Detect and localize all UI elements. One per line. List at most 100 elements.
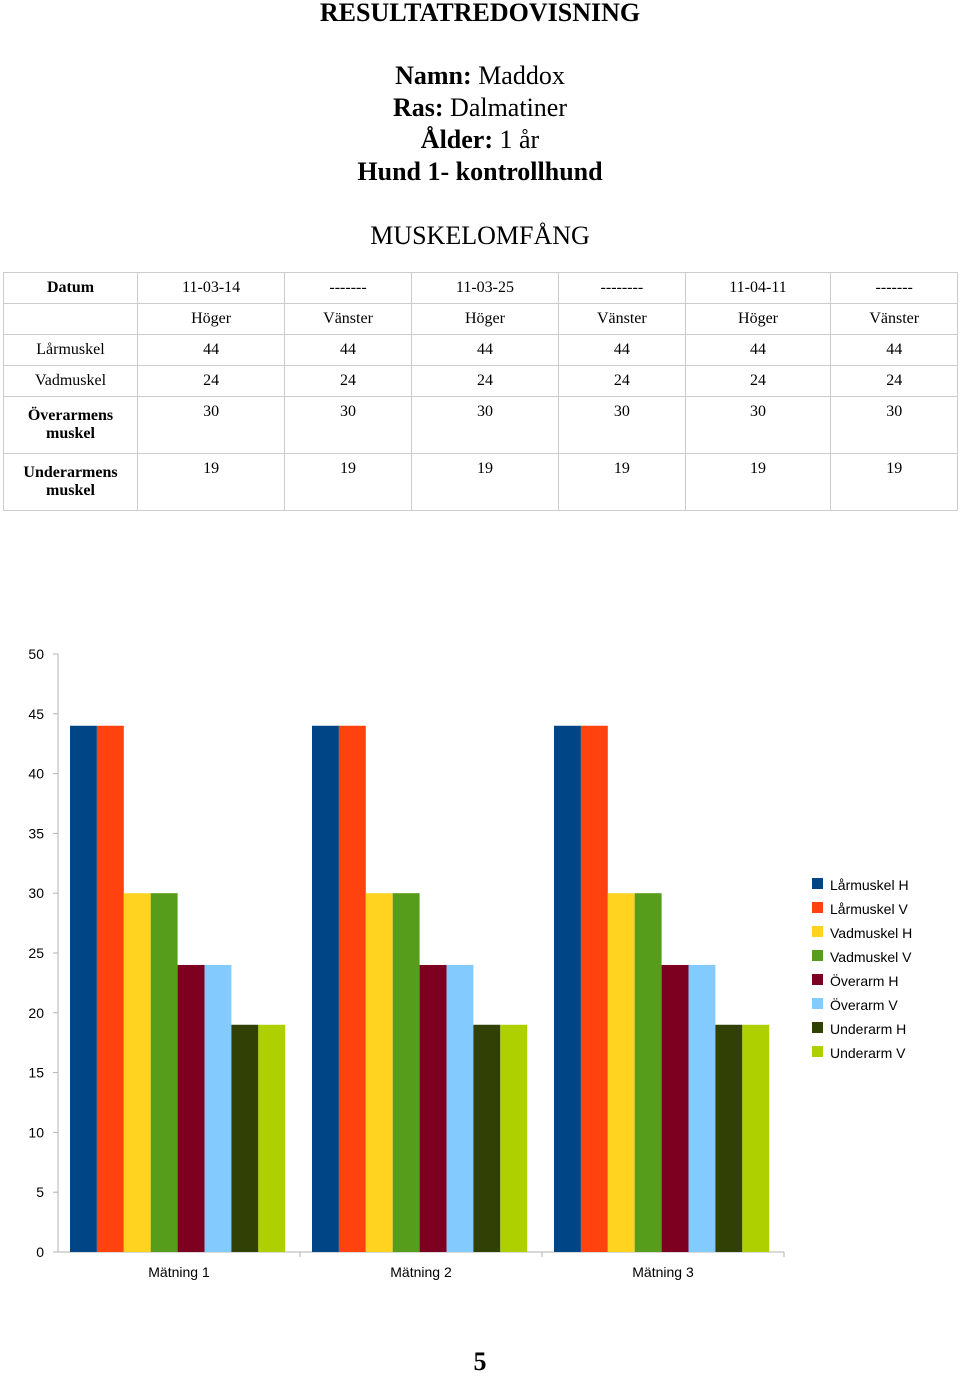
table-row: Överarmens muskel 30 30 30 30 30 30 <box>3 396 958 454</box>
bar <box>365 893 393 1252</box>
table-side-cell: Vänster <box>558 303 686 335</box>
bar <box>473 1024 501 1252</box>
row-label: Överarmens muskel <box>3 396 138 454</box>
bar <box>177 964 205 1252</box>
table-cell: 44 <box>830 334 958 366</box>
bar <box>580 725 608 1252</box>
table-header-row: Datum 11-03-14 ------- 11-03-25 --------… <box>3 272 958 304</box>
legend-label: Vadmuskel V <box>830 949 912 965</box>
y-tick-label: 0 <box>36 1244 44 1260</box>
x-tick-label: Mätning 1 <box>148 1264 210 1280</box>
bar <box>661 964 689 1252</box>
legend-swatch <box>812 950 823 961</box>
legend-swatch <box>812 878 823 889</box>
table-cell: 24 <box>284 365 412 397</box>
table-cell: 19 <box>684 453 832 511</box>
bar <box>258 1024 286 1252</box>
legend-swatch <box>812 902 823 913</box>
dog-line: Hund 1- kontrollhund <box>357 157 603 186</box>
y-tick-label: 40 <box>28 766 44 782</box>
page-number: 5 <box>473 1347 487 1376</box>
table-cell: 44 <box>284 334 412 366</box>
table-cell: 44 <box>410 334 560 366</box>
table-cell: 19 <box>136 453 286 511</box>
bar <box>446 964 474 1252</box>
bar <box>204 964 232 1252</box>
name-label: Namn: <box>395 61 472 90</box>
table-cell: 24 <box>410 365 560 397</box>
row-label: Vadmuskel <box>3 365 138 397</box>
table-side-row: Höger Vänster Höger Vänster Höger Vänste… <box>3 303 958 335</box>
table-side-cell: Vänster <box>284 303 412 335</box>
table-header-cell: Datum <box>3 272 138 304</box>
section-title: MUSKELOMFÅNG <box>370 221 590 250</box>
table-row: Lårmuskel 44 44 44 44 44 44 <box>3 334 958 366</box>
table-cell: 24 <box>684 365 832 397</box>
legend-label: Lårmuskel V <box>830 901 908 917</box>
legend-swatch <box>812 1046 823 1057</box>
legend-label: Överarm H <box>830 972 898 989</box>
table-header-cell: 11-04-11 <box>684 272 832 304</box>
y-tick-label: 30 <box>28 885 44 901</box>
legend-label: Underarm V <box>830 1045 906 1061</box>
table-header-cell: ------- <box>830 272 958 304</box>
table-side-cell <box>3 303 138 335</box>
table-cell: 24 <box>136 365 286 397</box>
row-label-line: muskel <box>46 482 95 499</box>
table-cell: 30 <box>830 396 958 454</box>
table-cell: 30 <box>558 396 686 454</box>
y-tick-label: 50 <box>28 646 44 662</box>
table-cell: 30 <box>410 396 560 454</box>
age-value: 1 år <box>499 125 540 154</box>
legend-label: Underarm H <box>830 1021 906 1037</box>
table-side-cell: Höger <box>136 303 286 335</box>
bar <box>607 893 635 1252</box>
table-row: Underarmens muskel 19 19 19 19 19 19 <box>3 453 958 511</box>
y-tick-label: 45 <box>28 706 44 722</box>
breed-line: Ras: Dalmatiner <box>0 92 960 124</box>
bar <box>554 725 581 1252</box>
table-cell: 19 <box>558 453 686 511</box>
bar <box>634 893 662 1252</box>
table-cell: 24 <box>558 365 686 397</box>
table-header-cell: -------- <box>558 272 686 304</box>
bar <box>123 893 151 1252</box>
table-header-cell: 11-03-14 <box>136 272 286 304</box>
age-line: Ålder: 1 år <box>0 124 960 156</box>
y-tick-label: 35 <box>28 825 44 841</box>
legend-swatch <box>812 974 823 985</box>
name-value: Maddox <box>478 61 565 90</box>
table-side-cell: Höger <box>684 303 832 335</box>
legend-swatch <box>812 926 823 937</box>
breed-value: Dalmatiner <box>450 93 567 122</box>
row-label-line: muskel <box>46 425 95 442</box>
bar <box>715 1024 743 1252</box>
bar <box>338 725 366 1252</box>
bar <box>392 893 420 1252</box>
legend-label: Vadmuskel H <box>830 925 912 941</box>
page-title: RESULTATREDOVISNING <box>319 0 641 27</box>
row-label: Lårmuskel <box>3 334 138 366</box>
breed-label: Ras: <box>392 93 444 122</box>
table-cell: 30 <box>136 396 286 454</box>
legend-label: Överarm V <box>830 996 898 1013</box>
age-label: Ålder: <box>420 125 493 154</box>
row-label-line: Överarmens <box>27 407 114 424</box>
y-tick-label: 10 <box>28 1124 44 1140</box>
table-header-cell: ------- <box>284 272 412 304</box>
y-tick-label: 5 <box>36 1184 44 1200</box>
bar <box>96 725 124 1252</box>
table-cell: 30 <box>684 396 832 454</box>
table-row: Vadmuskel 24 24 24 24 24 24 <box>3 365 958 397</box>
table-cell: 19 <box>410 453 560 511</box>
table-cell: 19 <box>830 453 958 511</box>
y-tick-label: 20 <box>28 1005 44 1021</box>
bar <box>70 725 97 1252</box>
table-cell: 30 <box>284 396 412 454</box>
bar <box>419 964 447 1252</box>
legend-swatch <box>812 1022 823 1033</box>
bar <box>742 1024 770 1252</box>
bar <box>312 725 339 1252</box>
table-side-cell: Höger <box>410 303 560 335</box>
y-tick-label: 15 <box>28 1065 44 1081</box>
